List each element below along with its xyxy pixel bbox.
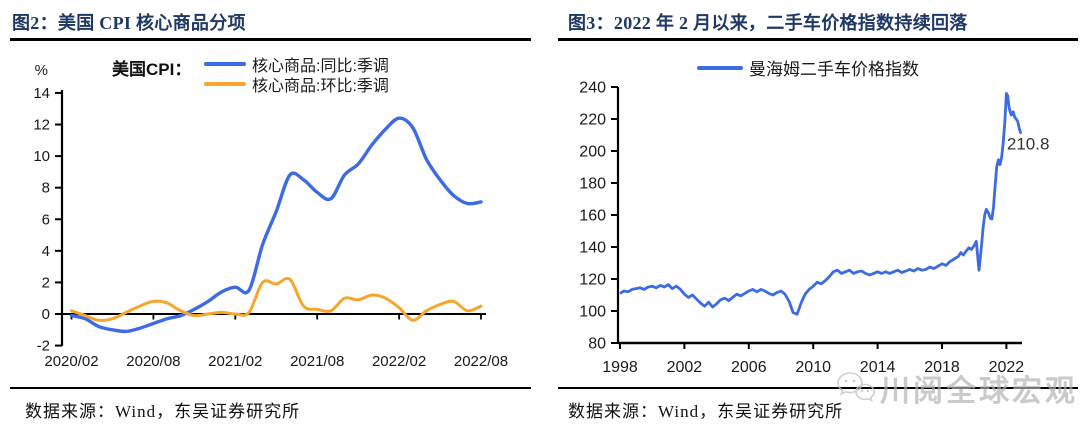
- cpi-core-goods-chart: -2 0 2 4 6 8 10 12 14% 2020/02 2020/08 2021/02 2021/…: [33, 62, 508, 370]
- svg-text:10: 10: [33, 148, 50, 165]
- svg-text:2021/08: 2021/08: [290, 353, 344, 370]
- figure3-bottom-rule: [558, 387, 1078, 389]
- figure2-title: 图2：美国 CPI 核心商品分项: [12, 13, 246, 33]
- watermark: 川阅全球宏观: [836, 366, 1078, 410]
- figure2-top-rule: [10, 38, 531, 41]
- legend-item-yoy: 核心商品:同比:季调: [204, 54, 389, 75]
- mom-line-swatch: [204, 81, 246, 86]
- svg-text:2022/08: 2022/08: [454, 353, 508, 370]
- manheim-used-vehicle-index-chart: 80 100 120 140 160 180 200 220 240 1998 2002 2006 20…: [579, 80, 1050, 377]
- svg-text:2020/08: 2020/08: [126, 353, 180, 370]
- svg-text:2: 2: [42, 274, 50, 291]
- legend-label-mom: 核心商品:环比:季调: [252, 77, 389, 95]
- cpi-legend-title: 美国CPI：: [112, 60, 192, 79]
- svg-text:14: 14: [33, 85, 50, 102]
- cpi-legend: 核心商品:同比:季调 核心商品:环比:季调: [204, 54, 389, 95]
- svg-text:8: 8: [42, 180, 50, 197]
- svg-text:0: 0: [42, 306, 50, 323]
- manheim-legend: 曼海姆二手车价格指数: [697, 58, 919, 79]
- yoy-line-swatch: [204, 61, 246, 66]
- svg-text:2018: 2018: [924, 359, 960, 376]
- legend-label-manheim: 曼海姆二手车价格指数: [749, 60, 919, 79]
- svg-text:80: 80: [588, 336, 606, 353]
- svg-text:2014: 2014: [860, 359, 896, 376]
- svg-text:220: 220: [579, 112, 606, 129]
- svg-text:140: 140: [579, 240, 606, 257]
- svg-text:2010: 2010: [795, 359, 831, 376]
- svg-text:2002: 2002: [667, 359, 703, 376]
- svg-text:12: 12: [33, 117, 50, 134]
- figure3-source: 数据来源：Wind，东吴证券研究所: [568, 402, 844, 421]
- legend-item-manheim: 曼海姆二手车价格指数: [697, 58, 919, 79]
- svg-text:180: 180: [579, 176, 606, 193]
- svg-text:6: 6: [42, 211, 50, 228]
- svg-text:2022: 2022: [989, 359, 1025, 376]
- svg-text:240: 240: [579, 80, 606, 97]
- svg-text:2021/02: 2021/02: [208, 353, 262, 370]
- svg-text:4: 4: [42, 243, 50, 260]
- svg-text:2006: 2006: [731, 359, 767, 376]
- svg-text:2020/02: 2020/02: [44, 353, 98, 370]
- watermark-text: 川阅全球宏观: [880, 375, 1078, 408]
- svg-text:200: 200: [579, 144, 606, 161]
- manheim-line-swatch: [697, 65, 743, 70]
- figure2-bottom-rule: [10, 387, 531, 389]
- chat-bubbles-icon: [836, 371, 876, 405]
- svg-text:210.8: 210.8: [1007, 135, 1050, 154]
- svg-text:%: %: [35, 62, 48, 79]
- legend-label-yoy: 核心商品:同比:季调: [252, 57, 389, 75]
- svg-text:-2: -2: [37, 338, 50, 355]
- figure2-source: 数据来源：Wind，东吴证券研究所: [25, 402, 301, 421]
- figure3-top-rule: [558, 38, 1078, 41]
- svg-text:160: 160: [579, 208, 606, 225]
- figure3-title: 图3：2022 年 2 月以来，二手车价格指数持续回落: [568, 13, 968, 33]
- svg-text:1998: 1998: [602, 359, 638, 376]
- svg-text:120: 120: [579, 272, 606, 289]
- legend-item-mom: 核心商品:环比:季调: [204, 74, 389, 95]
- svg-text:2022/02: 2022/02: [372, 353, 426, 370]
- svg-text:100: 100: [579, 304, 606, 321]
